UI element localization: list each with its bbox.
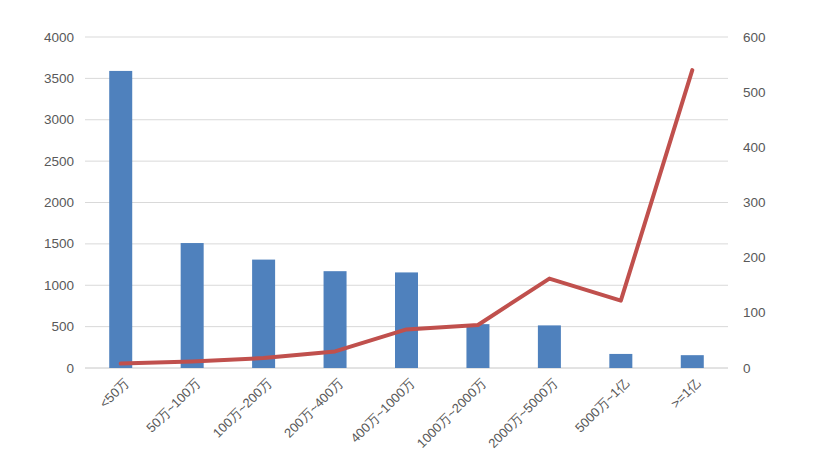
y-axis-left-tick-label: 3000 bbox=[44, 112, 74, 127]
y-axis-right-tick-label: 500 bbox=[743, 85, 766, 100]
y-axis-left-tick-label: 2500 bbox=[44, 154, 74, 169]
y-axis-right-tick-label: 300 bbox=[743, 195, 766, 210]
x-axis-category-label: 100万~200万 bbox=[210, 376, 275, 441]
y-axis-right-tick-label: 100 bbox=[743, 305, 766, 320]
y-axis-left-tick-label: 1000 bbox=[44, 278, 74, 293]
x-axis-category-label: 5000万~1亿 bbox=[572, 376, 632, 436]
y-axis-right-tick-label: 0 bbox=[743, 361, 751, 376]
y-axis-left-tick-label: 500 bbox=[51, 319, 74, 334]
bar[interactable] bbox=[109, 71, 132, 368]
y-axis-right-tick-label: 600 bbox=[743, 30, 766, 45]
bar[interactable] bbox=[466, 324, 489, 368]
y-axis-left-tick-label: 4000 bbox=[44, 30, 74, 45]
y-axis-right-tick-label: 200 bbox=[743, 250, 766, 265]
combo-chart: 0 500 1000 1500 2000 2500 3000 3500 4000 0 100 200 3… bbox=[0, 0, 822, 463]
x-axis-category-label: 50万~100万 bbox=[143, 376, 203, 436]
bar[interactable] bbox=[538, 325, 561, 368]
y-axis-right-tick-label: 400 bbox=[743, 140, 766, 155]
chart-canvas: 0 500 1000 1500 2000 2500 3000 3500 4000 0 100 200 3… bbox=[0, 0, 822, 463]
y-axis-left-tick-label: 2000 bbox=[44, 195, 74, 210]
bar[interactable] bbox=[609, 354, 632, 368]
y-axis-left-tick-label: 3500 bbox=[44, 71, 74, 86]
bar[interactable] bbox=[395, 272, 418, 368]
x-axis-category-label: <50万 bbox=[96, 376, 131, 411]
x-axis-category-label: 200万~400万 bbox=[281, 376, 346, 441]
y-axis-left-tick-label: 0 bbox=[66, 361, 74, 376]
bar[interactable] bbox=[252, 260, 275, 368]
x-axis-category-label: 400万~1000万 bbox=[347, 376, 417, 446]
bar[interactable] bbox=[681, 355, 704, 368]
x-axis-category-label: 1000万~2000万 bbox=[414, 376, 489, 451]
x-axis-category-label: 2000万~5000万 bbox=[485, 376, 560, 451]
bar[interactable] bbox=[181, 243, 204, 368]
x-axis-category-label: >=1亿 bbox=[668, 376, 704, 412]
y-axis-left-tick-label: 1500 bbox=[44, 236, 74, 251]
